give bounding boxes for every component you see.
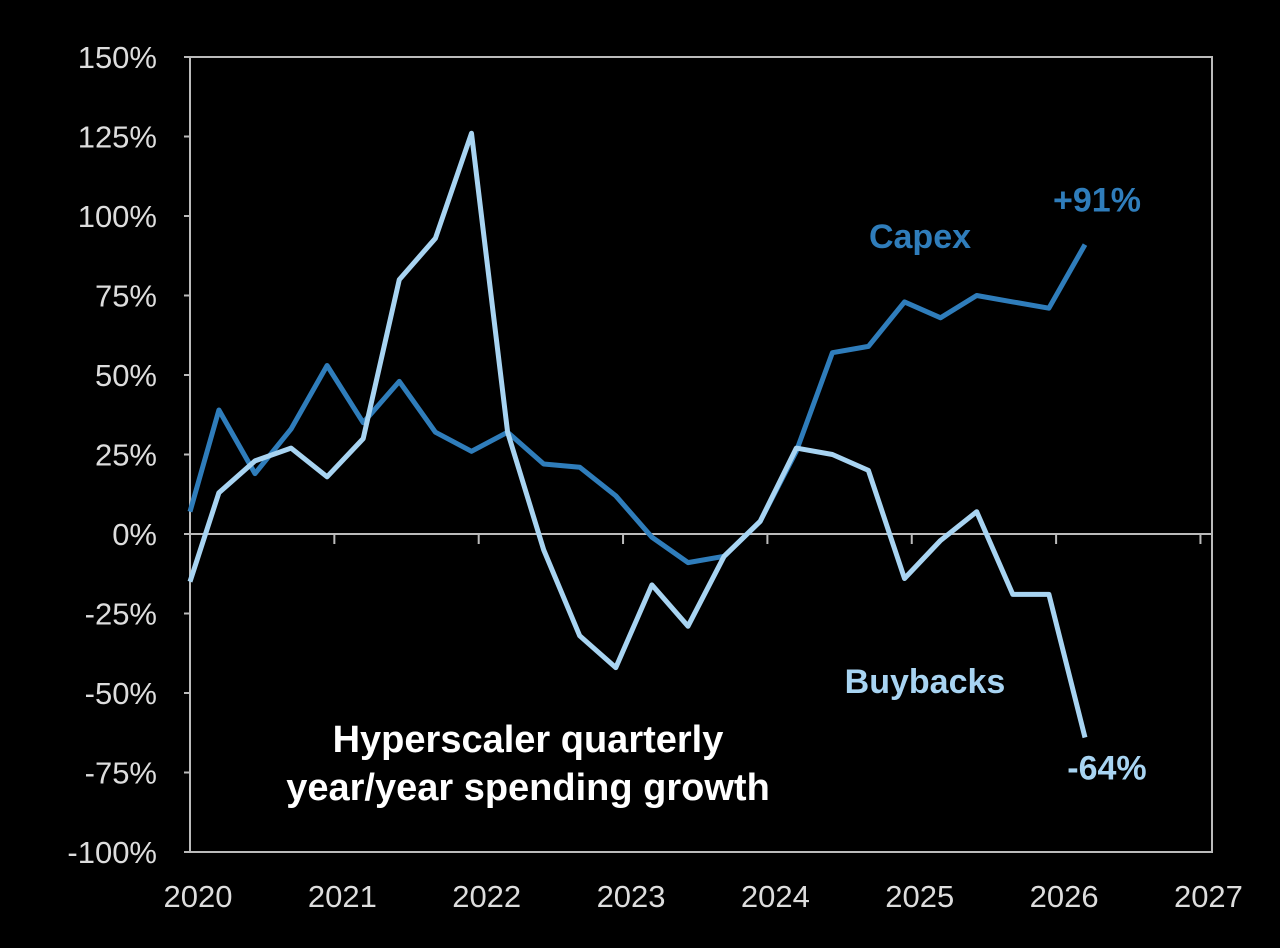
x-tick-label: 2020 (164, 879, 233, 914)
y-tick-label: 75% (95, 279, 157, 314)
y-tick-label: -50% (85, 676, 157, 711)
y-tick-label: -75% (85, 756, 157, 791)
series-label: Capex (869, 218, 971, 256)
y-tick-label: 50% (95, 358, 157, 393)
x-tick-label: 2023 (597, 879, 666, 914)
x-tick-label: 2022 (452, 879, 521, 914)
series-label: Buybacks (845, 663, 1006, 701)
x-tick-label: 2024 (741, 879, 810, 914)
chart-title: year/year spending growth (286, 767, 770, 809)
plot-frame (189, 56, 1213, 853)
y-tick-label: -100% (67, 835, 157, 870)
y-tick-label: 0% (112, 517, 157, 552)
value-label: -64% (1067, 750, 1146, 788)
x-tick-label: 2027 (1174, 879, 1243, 914)
y-tick-label: 25% (95, 438, 157, 473)
value-label: +91% (1053, 182, 1141, 220)
y-tick-label: 100% (78, 199, 157, 234)
chart-title: Hyperscaler quarterly (333, 719, 724, 761)
y-tick-label: 125% (78, 120, 157, 155)
y-tick-label: 150% (78, 40, 157, 75)
x-tick-label: 2021 (308, 879, 377, 914)
series-line (187, 243, 1088, 566)
series-line (187, 130, 1088, 739)
x-tick-label: 2026 (1030, 879, 1099, 914)
y-tick-label: -25% (85, 597, 157, 632)
x-tick-label: 2025 (885, 879, 954, 914)
